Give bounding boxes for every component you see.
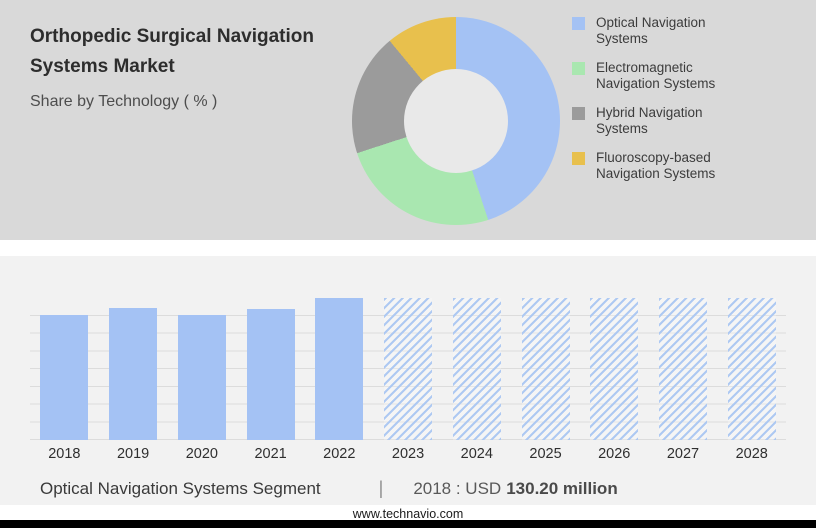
donut-chart	[352, 17, 560, 225]
bar-2019	[109, 307, 158, 440]
legend-item: Optical Navigation Systems	[572, 15, 758, 48]
segment-label: Optical Navigation Systems Segment	[40, 479, 321, 498]
x-labels-row: 2018 2019 2020 2021 2022 2023 2024 2025 2026 2027…	[30, 446, 786, 462]
bar-2028	[727, 298, 776, 440]
stat-prefix: 2018 : USD	[413, 479, 502, 498]
bar-slot	[305, 298, 374, 440]
share-by-technology-section: Orthopedic Surgical Navigation Systems M…	[0, 0, 816, 240]
legend-swatch	[572, 17, 585, 30]
website-row: www.technavio.com	[0, 505, 816, 521]
legend-label: Electromagnetic Navigation Systems	[596, 59, 716, 92]
bar-2023	[384, 298, 433, 440]
bar-slot	[717, 298, 786, 440]
x-axis-label: 2022	[323, 446, 356, 462]
page-subtitle: Share by Technology ( % )	[30, 92, 218, 110]
bar-2018	[40, 315, 89, 440]
legend-item: Electromagnetic Navigation Systems	[572, 60, 758, 93]
bar-slot	[30, 298, 99, 440]
bar-slot	[511, 298, 580, 440]
stat-text: 2018 : USD 130.20 million	[413, 479, 617, 499]
legend: Optical Navigation Systems Electromagneti…	[572, 15, 758, 195]
website-text: www.technavio.com	[352, 507, 464, 521]
legend-label: Optical Navigation Systems	[596, 15, 706, 47]
bar-2022	[315, 298, 364, 440]
bar-chart	[30, 298, 786, 440]
page-title: Orthopedic Surgical Navigation Systems M…	[30, 26, 314, 78]
bar-slot	[580, 298, 649, 440]
bar-2021	[246, 309, 295, 440]
bars-row	[30, 298, 786, 440]
x-axis-label: 2018	[48, 446, 81, 462]
caption-row: Optical Navigation Systems Segment | 201…	[40, 478, 780, 499]
title-block: Orthopedic Surgical Navigation Systems M…	[30, 22, 362, 111]
x-axis-label: 2027	[666, 446, 700, 462]
bar-slot	[236, 298, 305, 440]
legend-item: Hybrid Navigation Systems	[572, 105, 758, 138]
x-axis-label: 2020	[185, 446, 218, 462]
bar-slot	[374, 298, 443, 440]
bar-2024	[452, 298, 501, 440]
bar-2025	[521, 298, 570, 440]
x-axis-label: 2028	[735, 446, 768, 462]
legend-item: Fluoroscopy-based Navigation Systems	[572, 150, 758, 183]
x-axis-label: 2025	[529, 446, 562, 462]
legend-swatch	[572, 61, 585, 75]
legend-label: Fluoroscopy-based Navigation Systems	[596, 149, 716, 182]
bar-slot	[442, 298, 511, 440]
bar-2027	[658, 298, 707, 440]
bar-2026	[590, 298, 639, 440]
stat-value: 130.20 million	[506, 479, 618, 498]
market-size-section: 2018 2019 2020 2021 2022 2023 2024 2025 2026 2027…	[0, 256, 816, 505]
bar-slot	[99, 298, 168, 440]
legend-swatch	[572, 106, 585, 120]
x-axis-label: 2021	[254, 446, 287, 462]
x-axis-label: 2024	[460, 446, 493, 462]
caption-separator: |	[378, 478, 384, 498]
x-axis-label: 2023	[391, 446, 425, 462]
x-axis-label: 2019	[116, 446, 150, 462]
bar-slot	[167, 298, 236, 440]
bar-2020	[177, 315, 226, 440]
footer-bar	[0, 520, 816, 528]
x-axis-label: 2026	[598, 446, 631, 462]
legend-label: Hybrid Navigation Systems	[596, 104, 703, 137]
legend-swatch	[572, 151, 585, 165]
bar-slot	[649, 298, 718, 440]
donut-hole	[404, 69, 508, 173]
